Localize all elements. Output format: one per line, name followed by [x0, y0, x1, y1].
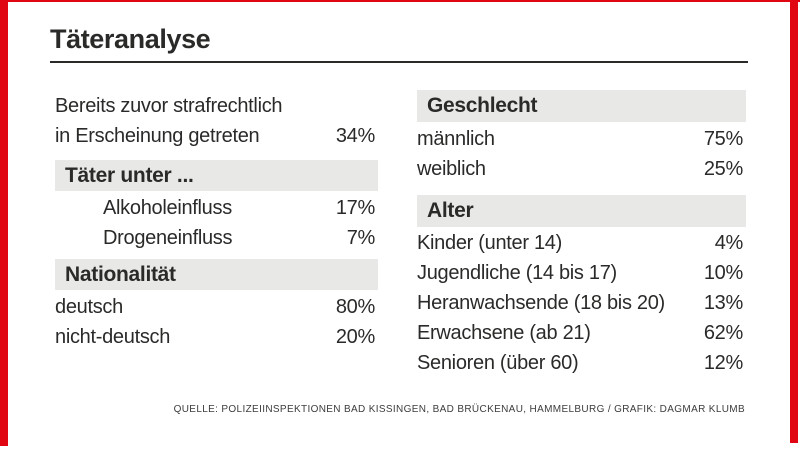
row-label: Heranwachsende (18 bis 20): [417, 292, 665, 314]
intro-value: 34%: [335, 125, 375, 147]
table-row-jugendliche: Jugendliche (14 bis 17) 10%: [417, 261, 746, 285]
row-value: 4%: [714, 232, 744, 254]
table-row-senioren: Senioren (über 60) 12%: [417, 351, 746, 375]
table-row-weiblich: weiblich 25%: [417, 157, 746, 181]
section-header-nationalitaet: Nationalität: [55, 259, 378, 290]
section-header-label: Alter: [427, 199, 474, 222]
right-accent-bar: [790, 0, 798, 443]
row-value: 10%: [703, 262, 743, 284]
intro-label-line1: Bereits zuvor strafrechtlich: [55, 95, 283, 117]
source-credit: QUELLE: POLIZEIINSPEKTIONEN BAD KISSINGE…: [173, 404, 745, 415]
row-value: 80%: [335, 296, 375, 318]
row-value: 17%: [335, 197, 375, 219]
row-value: 25%: [703, 158, 743, 180]
row-value: 13%: [703, 292, 743, 314]
table-row-heranwachsende: Heranwachsende (18 bis 20) 13%: [417, 291, 746, 315]
table-row-kinder: Kinder (unter 14) 4%: [417, 231, 746, 255]
intro-line-1: Bereits zuvor strafrechtlich: [55, 94, 378, 118]
section-header-alter: Alter: [417, 195, 746, 227]
intro-label-line2: in Erscheinung getreten: [55, 125, 260, 147]
intro-line-2: in Erscheinung getreten 34%: [55, 124, 378, 148]
row-label: deutsch: [55, 296, 123, 318]
section-header-taeter-unter: Täter unter ...: [55, 160, 378, 191]
row-label: Kinder (unter 14): [417, 232, 562, 254]
section-header-label: Nationalität: [65, 262, 176, 286]
row-value: 62%: [703, 322, 743, 344]
row-label: nicht-deutsch: [55, 326, 171, 348]
row-label: weiblich: [417, 158, 486, 180]
table-row-maennlich: männlich 75%: [417, 127, 746, 151]
section-header-label: Täter unter ...: [65, 163, 194, 187]
row-label: Drogeneinfluss: [103, 227, 233, 249]
title-underline: [50, 61, 748, 63]
row-value: 7%: [346, 227, 376, 249]
row-label: Alkoholeinfluss: [103, 197, 232, 219]
page-title: Täteranalyse: [50, 24, 211, 54]
table-row-drogeneinfluss: Drogeneinfluss 7%: [55, 226, 378, 250]
table-row-deutsch: deutsch 80%: [55, 295, 378, 319]
table-row-alkoholeinfluss: Alkoholeinfluss 17%: [55, 196, 378, 220]
row-value: 75%: [703, 128, 743, 150]
table-row-erwachsene: Erwachsene (ab 21) 62%: [417, 321, 746, 345]
section-header-label: Geschlecht: [427, 94, 538, 117]
row-label: männlich: [417, 128, 495, 150]
table-row-nicht-deutsch: nicht-deutsch 20%: [55, 325, 378, 349]
row-label: Erwachsene (ab 21): [417, 322, 591, 344]
row-value: 12%: [703, 352, 743, 374]
row-label: Jugendliche (14 bis 17): [417, 262, 617, 284]
top-accent-bar: [0, 0, 800, 2]
row-label: Senioren (über 60): [417, 352, 579, 374]
row-value: 20%: [335, 326, 375, 348]
left-accent-bar: [0, 0, 8, 446]
section-header-geschlecht: Geschlecht: [417, 90, 746, 122]
